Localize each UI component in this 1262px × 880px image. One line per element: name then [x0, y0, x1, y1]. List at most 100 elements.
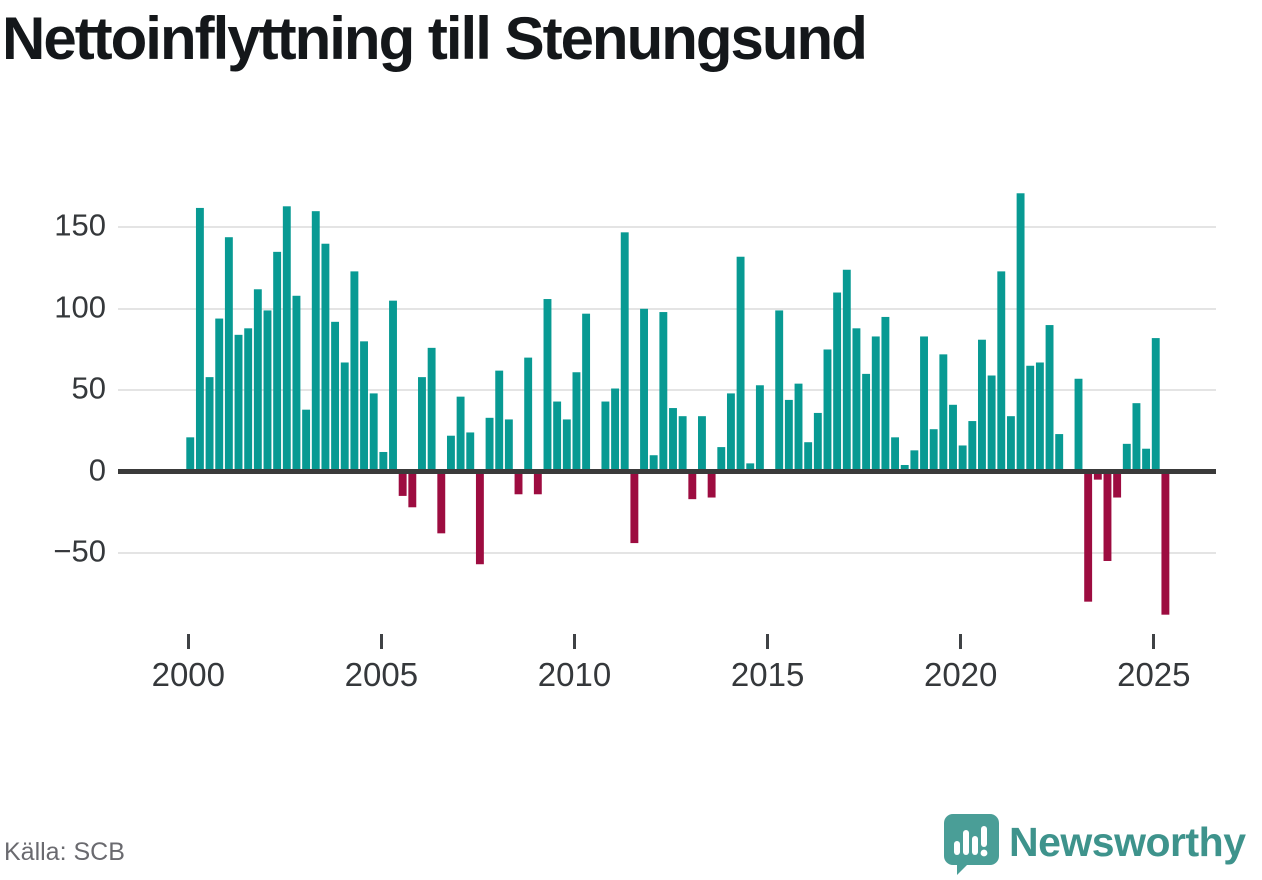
bar-2018Q2	[891, 437, 900, 472]
x-tick-2010	[573, 634, 576, 649]
bar-2003Q2	[311, 211, 320, 472]
bar-2007Q2	[466, 432, 475, 472]
bar-2013Q3	[707, 471, 716, 498]
bar-2007Q4	[485, 417, 494, 472]
bar-2006Q4	[446, 435, 455, 472]
bar-2018Q4	[910, 450, 919, 472]
bar-2011Q4	[640, 308, 648, 472]
bar-2011Q1	[611, 388, 620, 472]
newsworthy-logo: Newsworthy	[941, 813, 1261, 875]
bar-2012Q1	[649, 455, 658, 472]
bar-2018Q1	[881, 316, 890, 472]
bar-2019Q2	[929, 429, 938, 472]
bar-2013Q2	[698, 416, 706, 472]
bar-2018Q3	[900, 464, 909, 472]
bar-2020Q2	[968, 421, 977, 472]
bar-2024Q3	[1132, 403, 1141, 472]
bar-2023Q2	[1084, 471, 1093, 602]
bar-2012Q2	[659, 312, 668, 472]
bar-2006Q3	[437, 471, 446, 534]
bar-2012Q4	[678, 416, 687, 472]
bar-2005Q4	[408, 471, 417, 508]
x-tick-2000	[186, 634, 190, 649]
bar-2021Q1	[997, 271, 1006, 472]
bar-2002Q4	[292, 295, 301, 472]
y-axis-label--50: −50	[53, 533, 106, 569]
bar-2019Q4	[949, 404, 957, 472]
bar-2014Q2	[736, 256, 745, 472]
bar-2001Q4	[253, 289, 262, 472]
bar-2023Q3	[1093, 471, 1102, 480]
bar-2011Q3	[630, 471, 639, 544]
bar-2024Q1	[1113, 471, 1122, 498]
bar-2016Q3	[823, 349, 832, 472]
x-tick-label-2020: 2020	[923, 656, 998, 693]
bar-2008Q4	[524, 357, 533, 472]
bar-2023Q1	[1074, 378, 1083, 472]
bar-2002Q1	[263, 310, 272, 472]
bar-2016Q1	[804, 442, 813, 472]
bar-2009Q4	[562, 419, 571, 472]
bar-2015Q4	[794, 383, 803, 472]
zero-axis-line	[118, 469, 1216, 474]
bar-2008Q2	[504, 419, 513, 472]
bar-2013Q4	[717, 447, 726, 472]
gridline-100	[118, 307, 1216, 310]
x-tick-label-2015: 2015	[730, 656, 805, 693]
bar-2022Q2	[1045, 325, 1054, 472]
bar-2002Q3	[282, 206, 291, 472]
bar-2013Q1	[688, 471, 697, 500]
bar-2007Q3	[475, 471, 484, 565]
bar-2014Q3	[746, 463, 755, 472]
bar-2010Q4	[601, 401, 610, 472]
bar-2005Q1	[379, 451, 388, 472]
bar-2002Q2	[273, 251, 282, 472]
bar-2010Q1	[572, 372, 581, 472]
bar-2007Q1	[456, 396, 465, 472]
bar-2015Q2	[775, 310, 784, 472]
bar-2017Q1	[842, 269, 851, 472]
source-label: Källa: SCB	[4, 838, 125, 866]
newsworthy-wordmark: Newsworthy	[1009, 819, 1246, 865]
bar-2001Q3	[244, 328, 253, 472]
bar-2004Q1	[340, 362, 349, 472]
bar-2017Q3	[862, 373, 871, 472]
bar-2010Q2	[582, 313, 591, 472]
bar-2016Q4	[833, 292, 842, 472]
newsworthy-icon	[944, 814, 999, 875]
bar-2011Q2	[620, 232, 629, 472]
bar-2015Q3	[784, 399, 793, 472]
y-axis-label-150: 150	[54, 207, 106, 243]
bar-2012Q3	[669, 408, 677, 472]
bar-2000Q2	[195, 207, 204, 472]
x-tick-label-2025: 2025	[1117, 656, 1191, 693]
bar-2006Q2	[427, 347, 436, 472]
bar-2019Q1	[920, 336, 928, 472]
chart-title: Nettoinflyttning till Stenungsund	[2, 5, 868, 72]
bar-2017Q4	[871, 336, 880, 472]
bar-2003Q4	[331, 321, 340, 472]
bar-2000Q1	[186, 437, 195, 472]
bar-2009Q3	[553, 401, 562, 472]
bar-2000Q4	[215, 318, 224, 472]
bar-2019Q3	[939, 354, 948, 472]
bar-2014Q1	[726, 393, 735, 472]
x-tick-label-2010: 2010	[537, 656, 612, 693]
bar-2008Q1	[495, 370, 504, 472]
bar-2009Q1	[533, 471, 542, 495]
bar-2000Q3	[205, 377, 214, 472]
bar-2003Q1	[302, 409, 311, 472]
bar-2004Q2	[350, 271, 359, 472]
bar-2014Q4	[755, 385, 764, 472]
bar-2001Q2	[234, 334, 243, 472]
bar-2022Q1	[1035, 362, 1044, 472]
y-axis-label-0: 0	[88, 452, 106, 488]
x-tick-2005	[379, 634, 383, 649]
speech-bubble-shape	[944, 814, 999, 875]
bar-2004Q3	[360, 341, 368, 472]
bar-2025Q1	[1151, 338, 1160, 472]
bar-chart-glyph	[954, 826, 988, 857]
x-tick-label-2005: 2005	[344, 656, 419, 693]
bar-2016Q2	[813, 412, 822, 472]
